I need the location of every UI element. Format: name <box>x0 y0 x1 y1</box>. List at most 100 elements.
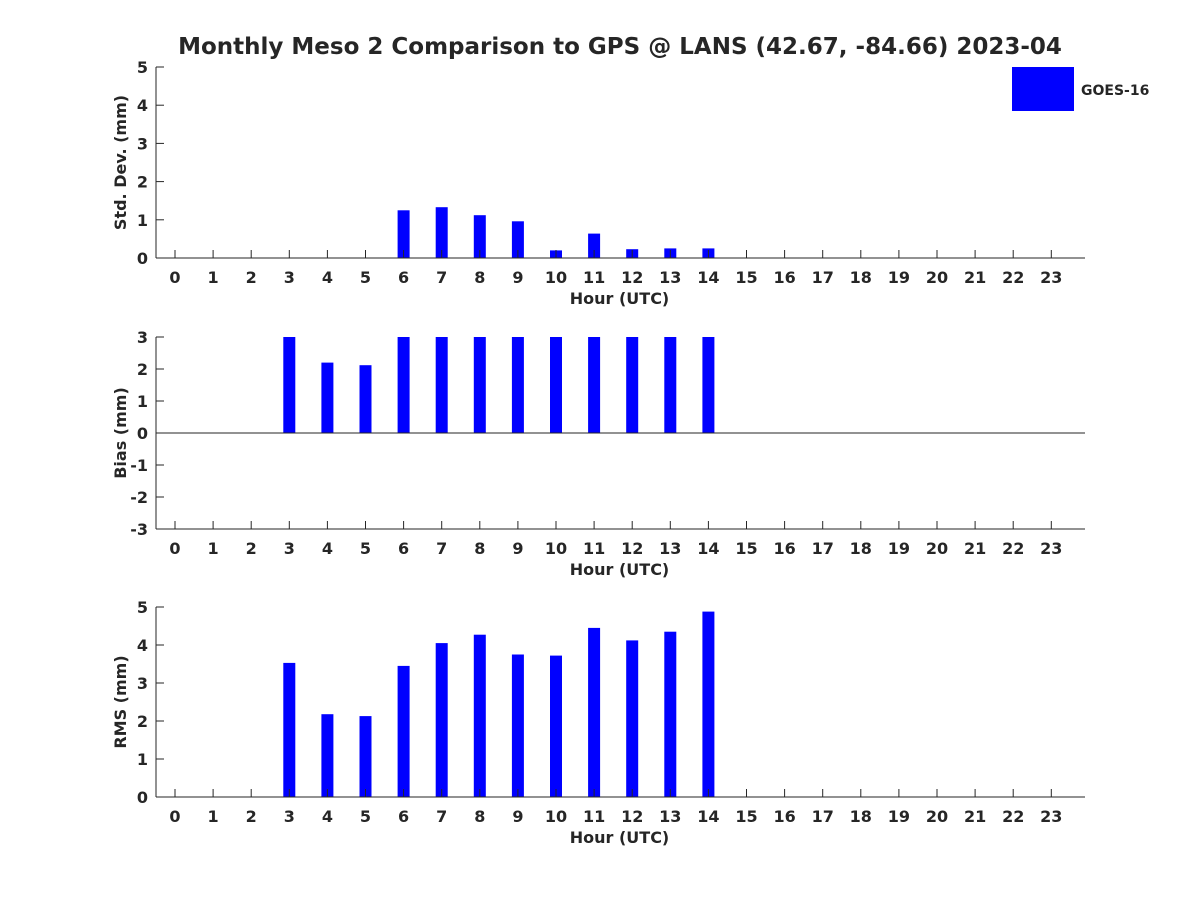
rms-x-tick-label: 9 <box>512 807 523 826</box>
std-x-tick-label: 3 <box>284 268 295 287</box>
bias-x-tick-label: 9 <box>512 539 523 558</box>
bias-y-tick-label: 3 <box>137 328 148 347</box>
std-y-tick-label: 0 <box>137 249 148 268</box>
rms-bar-3 <box>283 662 296 797</box>
bias-y-axis-label: Bias (mm) <box>111 387 130 479</box>
bias-bar-10 <box>550 337 562 433</box>
std-x-tick-label: 13 <box>659 268 681 287</box>
std-y-tick-label: 2 <box>137 173 148 192</box>
bias-bar-4 <box>321 362 334 433</box>
legend-swatch <box>1012 67 1074 111</box>
rms-bar-4 <box>321 714 334 797</box>
bias-x-axis-label: Hour (UTC) <box>570 560 670 579</box>
rms-y-axis-label: RMS (mm) <box>111 655 130 748</box>
std-x-tick-label: 5 <box>360 268 371 287</box>
std-bar-8 <box>473 215 486 258</box>
bias-x-tick-label: 20 <box>926 539 948 558</box>
rms-x-tick-label: 10 <box>545 807 567 826</box>
std-y-tick-label: 1 <box>137 211 148 230</box>
bias-y-tick-label: 0 <box>137 424 148 443</box>
std-x-tick-label: 2 <box>246 268 257 287</box>
bias-bar-13 <box>664 337 677 433</box>
rms-x-tick-label: 19 <box>888 807 910 826</box>
rms-bar-14 <box>702 611 715 797</box>
bias-x-tick-label: 19 <box>888 539 910 558</box>
bias-x-tick-label: 22 <box>1002 539 1024 558</box>
std-x-tick-label: 10 <box>545 268 567 287</box>
std-bar-6 <box>397 210 410 259</box>
bias-x-tick-label: 17 <box>812 539 834 558</box>
bias-bar-8 <box>473 337 486 433</box>
rms-x-tick-label: 15 <box>735 807 757 826</box>
std-bar-7 <box>435 207 448 258</box>
rms-x-tick-label: 5 <box>360 807 371 826</box>
rms-x-tick-label: 22 <box>1002 807 1024 826</box>
std-y-axis-label: Std. Dev. (mm) <box>111 95 130 230</box>
rms-y-tick-label: 1 <box>137 750 148 769</box>
rms-x-tick-label: 23 <box>1040 807 1062 826</box>
std-x-tick-label: 8 <box>474 268 485 287</box>
std-bar-11 <box>588 233 601 258</box>
rms-bar-6 <box>397 665 410 797</box>
rms-x-tick-label: 6 <box>398 807 409 826</box>
std-x-tick-label: 12 <box>621 268 643 287</box>
bias-x-tick-label: 14 <box>697 539 719 558</box>
bias-x-tick-label: 8 <box>474 539 485 558</box>
bias-x-tick-label: 13 <box>659 539 681 558</box>
rms-x-tick-label: 1 <box>208 807 219 826</box>
std-x-tick-label: 23 <box>1040 268 1062 287</box>
bias-y-tick-label: 2 <box>137 360 148 379</box>
bias-bar-5 <box>359 365 372 433</box>
std-x-tick-label: 7 <box>436 268 447 287</box>
bias-bar-3 <box>283 337 296 433</box>
bias-x-tick-label: 5 <box>360 539 371 558</box>
rms-x-tick-label: 13 <box>659 807 681 826</box>
rms-x-tick-label: 4 <box>322 807 333 826</box>
std-x-tick-label: 6 <box>398 268 409 287</box>
bias-x-tick-label: 11 <box>583 539 605 558</box>
bias-bar-11 <box>588 337 601 433</box>
std-x-tick-label: 11 <box>583 268 605 287</box>
std-x-tick-label: 1 <box>208 268 219 287</box>
std-x-tick-label: 19 <box>888 268 910 287</box>
std-x-tick-label: 21 <box>964 268 986 287</box>
std-x-tick-label: 15 <box>735 268 757 287</box>
rms-y-tick-label: 2 <box>137 712 148 731</box>
rms-x-tick-label: 16 <box>773 807 795 826</box>
bias-x-tick-label: 21 <box>964 539 986 558</box>
rms-bar-7 <box>435 643 448 797</box>
rms-bar-12 <box>626 640 639 797</box>
bias-x-tick-label: 18 <box>850 539 872 558</box>
bias-x-tick-label: 12 <box>621 539 643 558</box>
bias-bar-6 <box>397 337 410 433</box>
rms-x-tick-label: 17 <box>812 807 834 826</box>
rms-x-tick-label: 2 <box>246 807 257 826</box>
bias-x-tick-label: 3 <box>284 539 295 558</box>
std-x-tick-label: 0 <box>169 268 180 287</box>
bias-x-tick-label: 15 <box>735 539 757 558</box>
std-y-tick-label: 3 <box>137 134 148 153</box>
rms-bar-5 <box>359 716 372 797</box>
std-x-tick-label: 17 <box>812 268 834 287</box>
rms-bar-10 <box>550 655 562 797</box>
std-x-tick-label: 20 <box>926 268 948 287</box>
std-x-tick-label: 16 <box>773 268 795 287</box>
rms-x-tick-label: 0 <box>169 807 180 826</box>
rms-x-tick-label: 8 <box>474 807 485 826</box>
bias-x-tick-label: 6 <box>398 539 409 558</box>
bias-x-tick-label: 7 <box>436 539 447 558</box>
rms-x-axis-label: Hour (UTC) <box>570 828 670 847</box>
bias-x-tick-label: 10 <box>545 539 567 558</box>
bias-x-tick-label: 23 <box>1040 539 1062 558</box>
rms-bar-13 <box>664 631 677 797</box>
bias-bar-12 <box>626 337 639 433</box>
bias-x-tick-label: 2 <box>246 539 257 558</box>
rms-bar-11 <box>588 627 601 797</box>
rms-y-tick-label: 0 <box>137 788 148 807</box>
rms-y-tick-label: 4 <box>137 636 148 655</box>
std-x-tick-label: 4 <box>322 268 333 287</box>
